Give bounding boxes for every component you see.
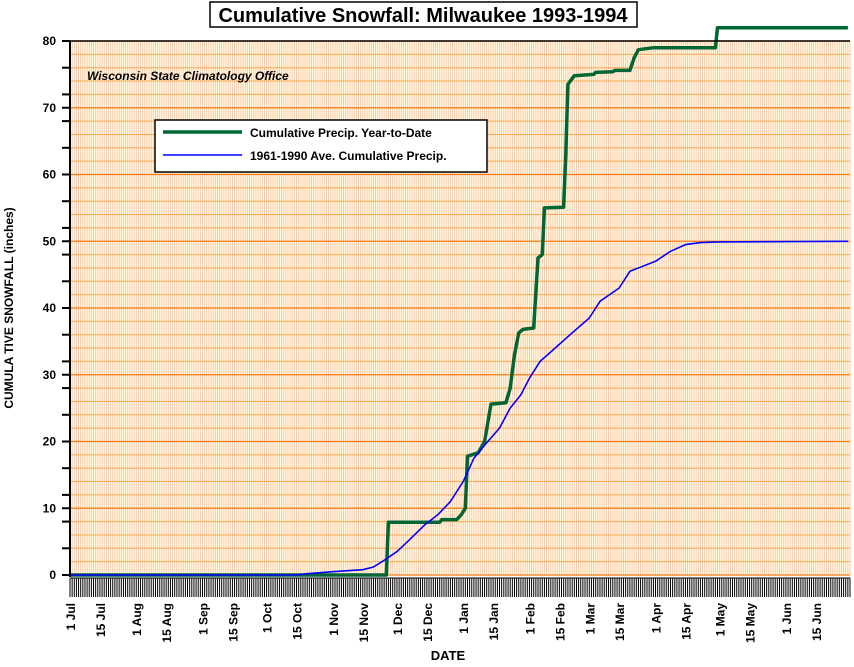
x-tick-label: 15 Jan bbox=[487, 603, 501, 640]
legend-label-average: 1961-1990 Ave. Cumulative Precip. bbox=[250, 149, 447, 163]
legend: Cumulative Precip. Year-to-Date 1961-199… bbox=[154, 119, 488, 173]
x-tick-label: 1 Jan bbox=[457, 603, 471, 634]
chart-subtitle: Wisconsin State Climatology Office bbox=[87, 69, 289, 83]
x-tick-label: 1 Jul bbox=[64, 603, 78, 630]
x-tick-label: 15 May bbox=[744, 603, 758, 643]
y-tick-label: 60 bbox=[43, 168, 57, 182]
legend-label-observed: Cumulative Precip. Year-to-Date bbox=[250, 126, 432, 140]
x-axis-label: DATE bbox=[431, 648, 466, 662]
y-axis-label: CUMULA TIVE SNOWFALL (inches) bbox=[2, 207, 16, 408]
x-tick-label: 15 Mar bbox=[613, 603, 627, 641]
title-box bbox=[209, 1, 638, 28]
x-tick-label: 1 Sep bbox=[196, 603, 210, 635]
y-tick-label: 10 bbox=[43, 501, 57, 515]
y-tick-label: 70 bbox=[43, 101, 57, 115]
y-tick-label: 30 bbox=[43, 368, 57, 382]
x-tick-label: 15 Feb bbox=[553, 603, 567, 641]
x-tick-label: 1 Oct bbox=[261, 603, 275, 633]
x-tick-label: 1 Feb bbox=[523, 603, 537, 634]
legend-box bbox=[154, 119, 488, 173]
series-line-observed bbox=[70, 25, 848, 577]
x-tick-label: 15 Dec bbox=[421, 603, 435, 642]
x-tick-label: 15 Sep bbox=[226, 603, 240, 642]
y-tick-label: 40 bbox=[43, 301, 57, 315]
y-tick-label: 0 bbox=[49, 568, 56, 582]
x-tick-label: 1 Aug bbox=[130, 603, 144, 636]
chart-title: Cumulative Snowfall: Milwaukee 1993-1994 bbox=[218, 5, 628, 27]
axes: 0 10 20 30 40 50 60 70 80 1 Jul 15 Jul 1 Aug 15 Aug 1… bbox=[43, 34, 851, 643]
x-tick-label: 1 Apr bbox=[650, 603, 664, 634]
x-tick-label: 1 Dec bbox=[391, 603, 405, 635]
x-tick-label: 15 Jul bbox=[94, 603, 108, 637]
x-tick-label: 15 Nov bbox=[357, 603, 371, 643]
y-tick-label: 50 bbox=[43, 234, 57, 248]
y-tick-label: 20 bbox=[43, 435, 57, 449]
x-tick-label: 15 Jun bbox=[810, 603, 824, 641]
series-line-average bbox=[70, 240, 848, 576]
x-tick-label: 15 Oct bbox=[291, 603, 305, 640]
series-group bbox=[70, 25, 848, 577]
x-tick-label: 1 Nov bbox=[327, 603, 341, 636]
x-tick-label: 15 Apr bbox=[679, 603, 693, 640]
y-tick-label: 80 bbox=[43, 34, 57, 48]
x-tick-label: 1 May bbox=[714, 603, 728, 637]
x-tick-label: 15 Aug bbox=[160, 603, 174, 643]
x-tick-label: 1 Mar bbox=[583, 603, 597, 635]
x-tick-label: 1 Jun bbox=[780, 603, 794, 634]
